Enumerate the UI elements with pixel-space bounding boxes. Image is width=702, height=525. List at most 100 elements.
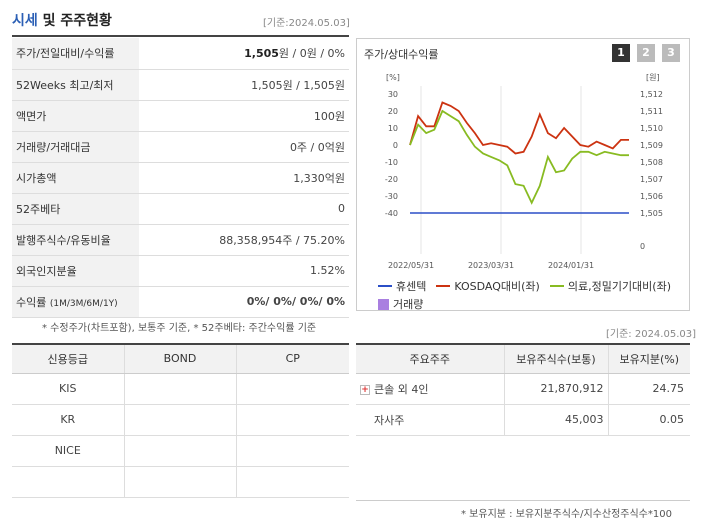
series-line-1 [409, 101, 629, 155]
y-left-tick-label: 20 [388, 107, 398, 116]
shareholder-header-pct: 보유지분(%) [608, 345, 690, 374]
section-title-blue: 시세 [12, 13, 38, 29]
info-value: 0%/ 0%/ 0%/ 0% [139, 286, 349, 318]
shareholder-shares: 21,870,912 [504, 373, 609, 405]
info-value: 1,505원 / 1,505원 [139, 69, 349, 101]
info-value: 1,505원 / 0원 / 0% [139, 38, 349, 70]
legend-item-sector[interactable]: 의료,정밀기기대비(좌) [549, 278, 671, 294]
info-label: 외국인지분율 [12, 255, 139, 287]
y-left-tick-label: 30 [388, 90, 398, 99]
y-right-tick-label: 1,507 [640, 175, 663, 184]
info-value-text: 0주 / 0억원 [289, 140, 345, 154]
y-left-tick-label: 0 [393, 141, 398, 150]
info-value: 100원 [139, 100, 349, 132]
y-left-tick-label: 10 [388, 124, 398, 133]
info-label-text: 액면가 [16, 109, 47, 123]
expand-plus-icon[interactable]: + [360, 384, 370, 395]
info-label: 수익률 (1M/3M/6M/1Y) [12, 286, 139, 318]
legend-item-company[interactable]: 휴센텍 [378, 278, 426, 294]
shareholder-header-shares: 보유주식수(보통) [504, 345, 609, 374]
credit-row: NICE [12, 435, 349, 467]
info-value: 1.52% [139, 255, 349, 287]
info-label: 발행주식수/유동비율 [12, 224, 139, 256]
relative-return-chart: [%] [원] 30 20 10 0 -10 -20 -30 -40 1,512 1,511 1,510… [385, 73, 663, 270]
info-label-text: 수익률 [16, 295, 47, 309]
info-row: 발행주식수/유동비율 88,358,954주 / 75.20% [12, 224, 349, 256]
info-label-text: 발행주식수/유동비율 [16, 233, 111, 247]
credit-cell: KIS [12, 373, 125, 405]
info-row: 거래량/거래대금 0주 / 0억원 [12, 131, 349, 163]
credit-cell [236, 404, 349, 436]
credit-cell [12, 466, 125, 498]
legend-item-volume[interactable]: 거래량 [378, 296, 423, 312]
info-label-text: 외국인지분율 [16, 264, 77, 278]
info-value: 1,330억원 [139, 162, 349, 194]
info-value-text: 1,505원 / 1,505원 [251, 78, 345, 92]
stock-info-table: 주가/전일대비/수익률 1,505원 / 0원 / 0% 52Weeks 최고/최저… [12, 38, 349, 318]
y-right-unit: [원] [646, 73, 660, 82]
info-row: 시가총액 1,330억원 [12, 162, 349, 194]
y-left-tick-label: -20 [385, 175, 398, 184]
info-label-text: 52주베타 [16, 202, 61, 216]
info-label: 시가총액 [12, 162, 139, 194]
info-row: 52Weeks 최고/최저 1,505원 / 1,505원 [12, 69, 349, 101]
info-label-small: (1M/3M/6M/1Y) [49, 298, 118, 309]
shareholder-row: 자사주 45,003 0.05 [356, 404, 690, 436]
chart-tab-3[interactable]: 3 [662, 44, 680, 62]
shareholder-pct: 0.05 [608, 404, 690, 436]
legend-label: KOSDAQ대비(좌) [454, 280, 540, 293]
credit-row: KIS [12, 373, 349, 405]
chart-tab-1[interactable]: 1 [612, 44, 630, 62]
shareholder-table: 주요주주 보유주식수(보통) 보유지분(%) + 큰솔 외 4인 21,870,91… [356, 345, 690, 436]
y-right-tick-label: 0 [640, 242, 645, 251]
info-value: 0주 / 0억원 [139, 131, 349, 163]
chart-legend: 휴센텍 KOSDAQ대비(좌) 의료,정밀기기대비(좌) 거래량 [378, 278, 688, 312]
info-value-bold: 1,505 [244, 47, 279, 61]
legend-item-kosdaq[interactable]: KOSDAQ대비(좌) [436, 278, 540, 294]
shareholder-header-name: 주요주주 [356, 345, 505, 374]
legend-swatch-icon [378, 298, 389, 310]
info-label: 52주베타 [12, 193, 139, 225]
y-left-unit: [%] [386, 73, 400, 82]
y-left-tick-label: -30 [385, 192, 398, 201]
info-label-text: 52Weeks 최고/최저 [16, 78, 114, 92]
credit-header-rating: 신용등급 [12, 345, 125, 374]
info-label-text: 시가총액 [16, 171, 57, 185]
info-row: 외국인지분율 1.52% [12, 255, 349, 287]
shareholder-pct: 24.75 [608, 373, 690, 405]
y-right-tick-label: 1,509 [640, 141, 663, 150]
y-right-tick-label: 1,512 [640, 90, 663, 99]
legend-swatch-icon [378, 285, 392, 287]
y-right-tick-label: 1,510 [640, 124, 663, 133]
credit-cell [124, 404, 237, 436]
shareholder-name: 자사주 [374, 413, 405, 427]
credit-cell [236, 466, 349, 498]
credit-row [12, 466, 349, 498]
credit-cell [236, 435, 349, 467]
credit-cell [124, 373, 237, 405]
x-tick-label: 2023/03/31 [468, 261, 514, 270]
credit-cell [236, 373, 349, 405]
credit-header-bond: BOND [124, 345, 237, 374]
credit-cell: KR [12, 404, 125, 436]
legend-swatch-icon [436, 285, 451, 287]
section-title: 시세 및 주주현황 [12, 10, 112, 30]
shareholder-row: + 큰솔 외 4인 21,870,912 24.75 [356, 373, 690, 405]
shareholder-bottom-line [356, 500, 690, 501]
reference-date: [기준:2024.05.03] [263, 18, 350, 29]
info-value-text: 88,358,954주 / 75.20% [219, 233, 345, 247]
shareholder-name: 큰솔 외 4인 [374, 382, 429, 396]
info-value-text: 100원 [313, 109, 345, 123]
info-row: 주가/전일대비/수익률 1,505원 / 0원 / 0% [12, 38, 349, 70]
y-right-tick-label: 1,506 [640, 192, 663, 201]
y-left-tick-label: -40 [385, 209, 398, 218]
shareholder-shares: 45,003 [504, 404, 609, 436]
x-tick-label: 2024/01/31 [548, 261, 594, 270]
chart-tab-2[interactable]: 2 [637, 44, 655, 62]
info-row: 수익률 (1M/3M/6M/1Y) 0%/ 0%/ 0%/ 0% [12, 286, 349, 318]
series-line-2 [409, 109, 629, 205]
info-value: 88,358,954주 / 75.20% [139, 224, 349, 256]
shareholder-name-cell[interactable]: + 큰솔 외 4인 [356, 373, 505, 405]
legend-swatch-icon [549, 285, 564, 287]
info-row: 액면가 100원 [12, 100, 349, 132]
